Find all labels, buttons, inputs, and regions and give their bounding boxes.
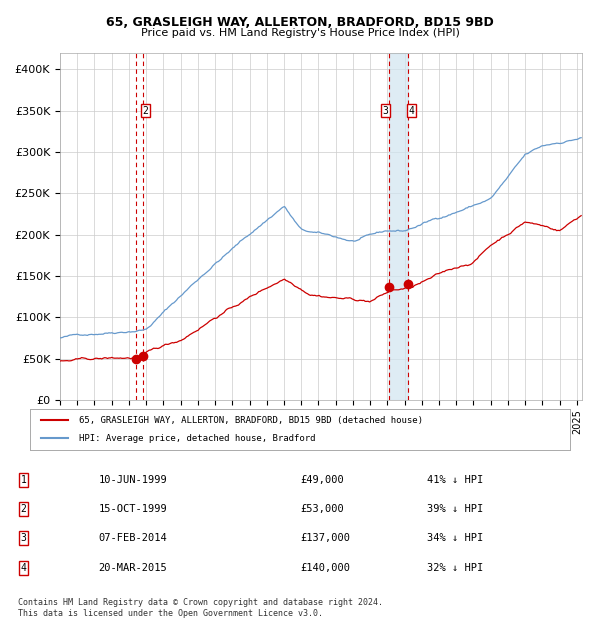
Text: 34% ↓ HPI: 34% ↓ HPI	[427, 533, 483, 543]
Text: £137,000: £137,000	[300, 533, 350, 543]
Text: 4: 4	[20, 563, 26, 573]
Text: 10-JUN-1999: 10-JUN-1999	[98, 475, 167, 485]
Text: Price paid vs. HM Land Registry's House Price Index (HPI): Price paid vs. HM Land Registry's House …	[140, 28, 460, 38]
Text: 65, GRASLEIGH WAY, ALLERTON, BRADFORD, BD15 9BD: 65, GRASLEIGH WAY, ALLERTON, BRADFORD, B…	[106, 16, 494, 29]
Text: 20-MAR-2015: 20-MAR-2015	[98, 563, 167, 573]
Text: £49,000: £49,000	[300, 475, 344, 485]
Text: HPI: Average price, detached house, Bradford: HPI: Average price, detached house, Brad…	[79, 434, 315, 443]
Bar	[389, 53, 408, 400]
Text: 41% ↓ HPI: 41% ↓ HPI	[427, 475, 483, 485]
Text: 4: 4	[409, 105, 415, 115]
Text: 3: 3	[382, 105, 388, 115]
Text: 1: 1	[20, 475, 26, 485]
Text: £53,000: £53,000	[300, 504, 344, 514]
Text: 32% ↓ HPI: 32% ↓ HPI	[427, 563, 483, 573]
Text: 07-FEB-2014: 07-FEB-2014	[98, 533, 167, 543]
Text: 65, GRASLEIGH WAY, ALLERTON, BRADFORD, BD15 9BD (detached house): 65, GRASLEIGH WAY, ALLERTON, BRADFORD, B…	[79, 416, 422, 425]
Text: £140,000: £140,000	[300, 563, 350, 573]
Text: 15-OCT-1999: 15-OCT-1999	[98, 504, 167, 514]
Text: 2: 2	[20, 504, 26, 514]
Text: 2: 2	[142, 105, 148, 115]
Text: 3: 3	[20, 533, 26, 543]
Text: 39% ↓ HPI: 39% ↓ HPI	[427, 504, 483, 514]
Text: This data is licensed under the Open Government Licence v3.0.: This data is licensed under the Open Gov…	[18, 609, 323, 618]
Text: Contains HM Land Registry data © Crown copyright and database right 2024.: Contains HM Land Registry data © Crown c…	[18, 598, 383, 608]
